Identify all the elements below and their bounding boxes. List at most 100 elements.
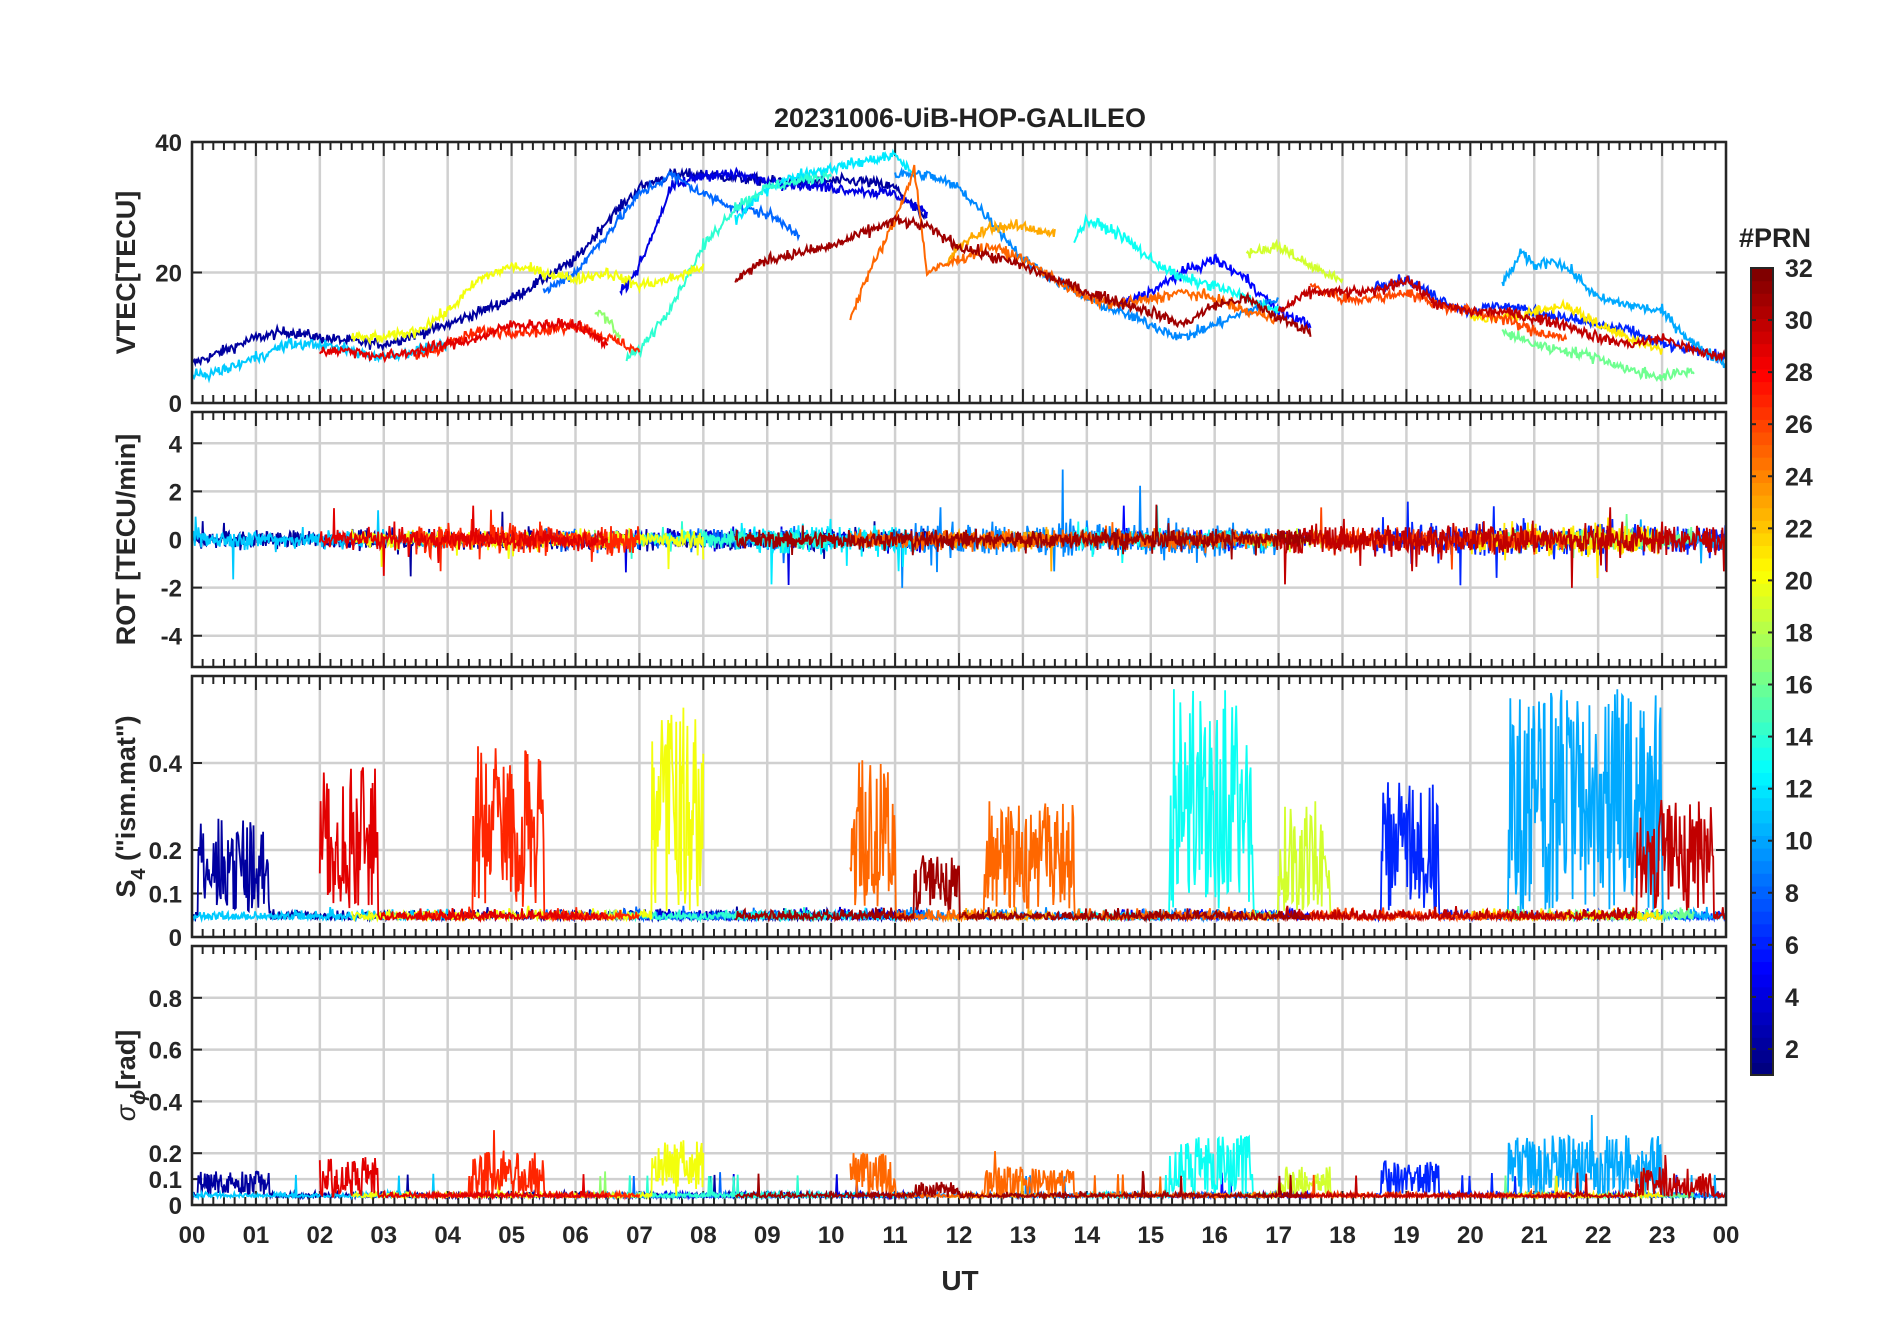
xtick-label: 15 xyxy=(1137,1222,1164,1249)
vtec-series-prn-31 xyxy=(734,213,1312,337)
ytick-label-s4: 0 xyxy=(169,925,182,952)
xtick-label: 05 xyxy=(498,1222,525,1249)
ytick-label-rot: -4 xyxy=(161,624,183,651)
s4-series-prn-31 xyxy=(734,855,1312,924)
xtick-label: 02 xyxy=(306,1222,333,1249)
panel-frame-sigma xyxy=(190,944,1728,1207)
vtec-series-prn-14 xyxy=(625,170,833,362)
ytick-label-rot: 0 xyxy=(169,528,182,555)
panel-frame-rot xyxy=(190,410,1728,669)
s4-series-prn-29 xyxy=(318,767,609,924)
xtick-label: 01 xyxy=(243,1222,270,1249)
colorbar-tick-label: 4 xyxy=(1785,984,1799,1012)
colorbar-label: #PRN xyxy=(1739,223,1811,253)
colorbar-tick-label: 20 xyxy=(1785,567,1813,595)
x-axis: 00 01 02 03 04 05 06 07 08 09 10 11 12 13 14 15 16 17 18 19… xyxy=(179,1222,1740,1249)
colorbar-tick-label: 26 xyxy=(1785,411,1813,439)
ytick-label-vtec: 0 xyxy=(169,391,182,418)
vtec-series-prn-13 xyxy=(1073,213,1280,314)
vtec-series-prn-4 xyxy=(619,166,928,297)
xtick-label: 09 xyxy=(754,1222,781,1249)
ytick-label-sigma: 0.8 xyxy=(149,986,182,1013)
ytick-label-rot: -2 xyxy=(161,576,182,603)
xtick-label: 14 xyxy=(1073,1222,1100,1249)
ytick-label-sigma: 0.1 xyxy=(149,1167,182,1194)
rot-series-prn-30 xyxy=(1277,507,1726,588)
rot-series-prn-29 xyxy=(318,505,609,576)
colorbar-tick-label: 24 xyxy=(1785,463,1813,491)
colorbar-tick-label: 32 xyxy=(1785,255,1813,283)
vtec-series-prn-19 xyxy=(1245,238,1344,284)
ytick-label-sigma: 0 xyxy=(169,1193,182,1220)
x-axis-label: UT xyxy=(941,1265,978,1296)
colorbar-tick-label: 12 xyxy=(1785,776,1813,804)
ytick-label-sigma: 0.4 xyxy=(149,1089,183,1116)
panel-sigma: 00.10.2 0.4 0.6 0.8 σϕ[rad] xyxy=(111,944,1728,1220)
ytick-label-rot: 4 xyxy=(169,431,183,458)
ylabel-vtec: VTEC[TECU] xyxy=(111,191,141,355)
s4-series-prn-30 xyxy=(1277,799,1726,923)
ytick-label-vtec: 40 xyxy=(155,130,182,157)
colorbar-tick-label: 2 xyxy=(1785,1036,1799,1064)
vtec-series-prn-17 xyxy=(594,309,622,343)
xtick-label: 21 xyxy=(1521,1222,1548,1249)
sigma-series-prn-14 xyxy=(625,1174,832,1201)
colorbar-tick-label: 6 xyxy=(1785,932,1799,960)
ytick-label-sigma: 0.6 xyxy=(149,1038,182,1065)
xtick-label: 04 xyxy=(434,1222,461,1249)
xtick-label: 20 xyxy=(1457,1222,1484,1249)
panel-rot: -4 -2 0 2 4 ROT [TECU/min] xyxy=(111,410,1728,669)
xtick-label: 18 xyxy=(1329,1222,1356,1249)
ylabel-rot: ROT [TECU/min] xyxy=(111,434,141,645)
ytick-label-sigma: 0.2 xyxy=(149,1141,182,1168)
rot-series-prn-14 xyxy=(625,521,833,559)
xtick-label: 12 xyxy=(946,1222,973,1249)
rot-series-prn-9 xyxy=(894,469,1280,588)
ytick-label-vtec: 20 xyxy=(155,261,182,288)
panel-s4: 0 0.1 0.2 0.4S4 ("ism.mat") xyxy=(111,674,1728,952)
ytick-label-s4: 0.4 xyxy=(149,751,183,778)
s4-series-prn-25 xyxy=(849,760,1280,924)
vtec-series-prn-30 xyxy=(1277,275,1726,363)
xtick-label: 17 xyxy=(1265,1222,1292,1249)
colorbar-tick-label: 8 xyxy=(1785,880,1799,908)
panel-frame-vtec xyxy=(190,140,1728,405)
ylabel-s4: S4 ("ism.mat") xyxy=(111,715,150,897)
series-layer-vtec xyxy=(192,148,1726,384)
vtec-series-prn-20 xyxy=(350,261,705,346)
ytick-label-s4: 0.1 xyxy=(149,882,182,909)
grid-sigma xyxy=(190,946,1728,1207)
sigma-series-prn-29 xyxy=(318,1157,609,1201)
ytick-label-rot: 2 xyxy=(169,479,182,506)
xtick-label: 03 xyxy=(370,1222,397,1249)
series-layer-sigma xyxy=(192,1114,1726,1201)
xtick-label: 00 xyxy=(179,1222,206,1249)
colorbar-tick-label: 22 xyxy=(1785,515,1813,543)
xtick-label: 11 xyxy=(882,1222,907,1249)
vtec-series-prn-29 xyxy=(318,317,609,364)
colorbar-tick-label: 14 xyxy=(1785,724,1813,752)
chart-title: 20231006-UiB-HOP-GALILEO xyxy=(774,103,1146,133)
xtick-label: 16 xyxy=(1201,1222,1228,1249)
xtick-label: 00 xyxy=(1713,1222,1740,1249)
xtick-label: 06 xyxy=(562,1222,589,1249)
colorbar-tick-label: 18 xyxy=(1785,619,1813,647)
vtec-series-prn-25 xyxy=(849,164,1280,325)
ylabel-sigma: σϕ[rad] xyxy=(111,1030,150,1121)
ytick-label-s4: 0.2 xyxy=(149,838,182,865)
series-layer-rot xyxy=(192,469,1726,588)
panel-frame-s4 xyxy=(190,674,1728,939)
colorbar-tick-label: 16 xyxy=(1785,672,1813,700)
xtick-label: 23 xyxy=(1649,1222,1676,1249)
series-layer-s4 xyxy=(192,689,1726,924)
vtec-series-prn-23 xyxy=(945,218,1056,266)
xtick-label: 10 xyxy=(818,1222,845,1249)
colorbar-tick-label: 10 xyxy=(1785,828,1813,856)
xtick-label: 13 xyxy=(1010,1222,1037,1249)
vtec-series-prn-10 xyxy=(1501,248,1726,369)
vtec-series-prn-8 xyxy=(542,170,801,295)
colorbar-tick-label: 30 xyxy=(1785,307,1813,335)
rot-series-prn-31 xyxy=(734,504,1312,560)
